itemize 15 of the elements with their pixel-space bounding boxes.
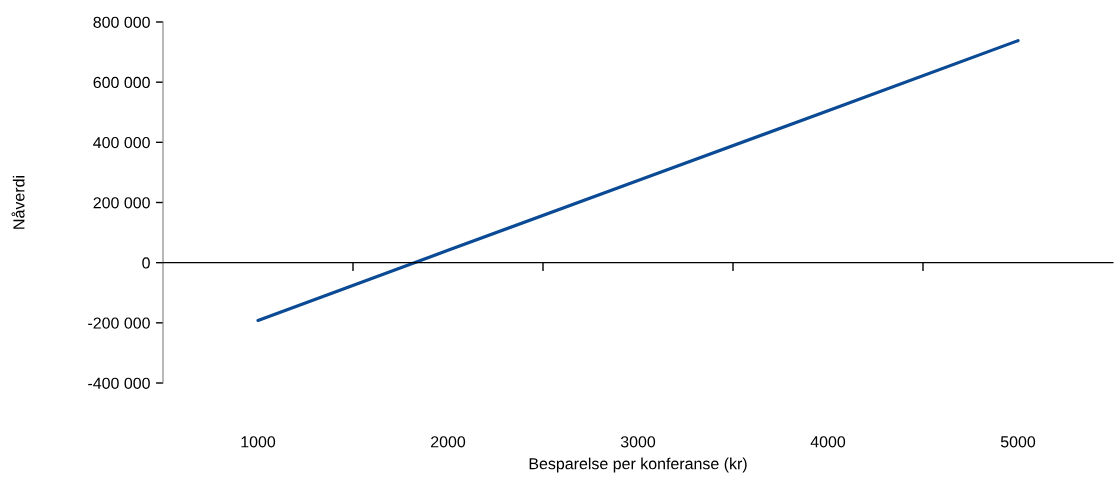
- x-axis-title: Besparelse per konferanse (kr): [529, 457, 747, 473]
- y-tick-label: 400 000: [93, 136, 150, 149]
- x-tick-label: 2000: [431, 436, 466, 448]
- y-tick-label: -200 000: [88, 317, 150, 329]
- x-tick-label: 4000: [810, 436, 846, 448]
- y-tick-label: 0: [142, 257, 150, 269]
- y-tick-label: 200 000: [93, 197, 150, 209]
- x-tick-label: 3000: [620, 436, 656, 448]
- x-tick-label: 1000: [241, 436, 276, 448]
- x-tick-label: 5000: [1000, 436, 1036, 448]
- y-tick-label: 800 000: [93, 16, 150, 28]
- y-tick-label: -400 000: [88, 377, 150, 389]
- y-tick-label: 600 000: [93, 76, 150, 89]
- line-series: [256, 39, 1020, 323]
- y-axis-title: Nåverdi: [11, 176, 25, 229]
